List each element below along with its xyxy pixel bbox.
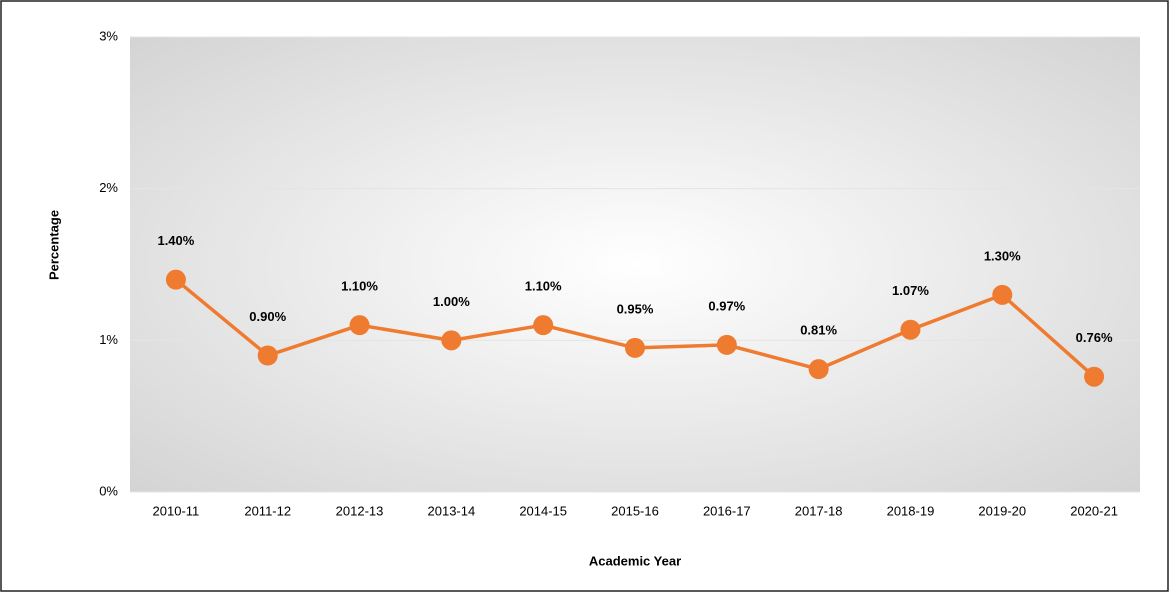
x-tick-label: 2020-21	[1070, 503, 1118, 518]
data-point	[257, 345, 278, 366]
x-tick-label: 2012-13	[336, 503, 384, 518]
y-tick-label: 2%	[99, 180, 118, 195]
data-point	[900, 319, 921, 340]
x-tick-label: 2015-16	[611, 503, 659, 518]
data-point	[625, 337, 645, 358]
x-axis-label: Academic Year	[589, 553, 681, 568]
data-point	[533, 315, 554, 336]
x-tick-label: 2018-19	[887, 503, 935, 518]
data-point	[441, 330, 462, 351]
y-tick-label: 3%	[99, 28, 118, 43]
data-label: 1.40%	[157, 233, 194, 248]
data-point	[1084, 366, 1105, 387]
x-tick-label: 2017-18	[795, 503, 843, 518]
data-label: 0.97%	[708, 298, 745, 313]
data-label: 1.30%	[984, 248, 1021, 263]
x-tick-label: 2019-20	[978, 503, 1026, 518]
data-label: 0.76%	[1076, 330, 1113, 345]
data-point	[808, 359, 829, 380]
data-label: 0.81%	[800, 323, 837, 338]
plot-area	[130, 37, 1140, 492]
data-point	[992, 284, 1013, 305]
x-tick-label: 2011-12	[244, 503, 291, 518]
y-tick-label: 1%	[99, 332, 118, 347]
data-point	[349, 315, 370, 336]
y-axis-label: Percentage	[46, 210, 61, 280]
x-tick-label: 2013-14	[428, 503, 476, 518]
x-tick-label: 2016-17	[703, 503, 751, 518]
data-point	[165, 269, 186, 290]
data-label: 1.10%	[525, 279, 562, 294]
data-label: 0.90%	[249, 309, 286, 324]
data-label: 1.00%	[433, 294, 470, 309]
data-label: 0.95%	[617, 301, 654, 316]
x-tick-label: 2014-15	[519, 503, 567, 518]
x-tick-label: 2010-11	[153, 503, 200, 518]
data-label: 1.10%	[341, 279, 378, 294]
data-label: 1.07%	[892, 283, 929, 298]
y-tick-label: 0%	[99, 483, 118, 498]
data-point	[716, 334, 737, 355]
